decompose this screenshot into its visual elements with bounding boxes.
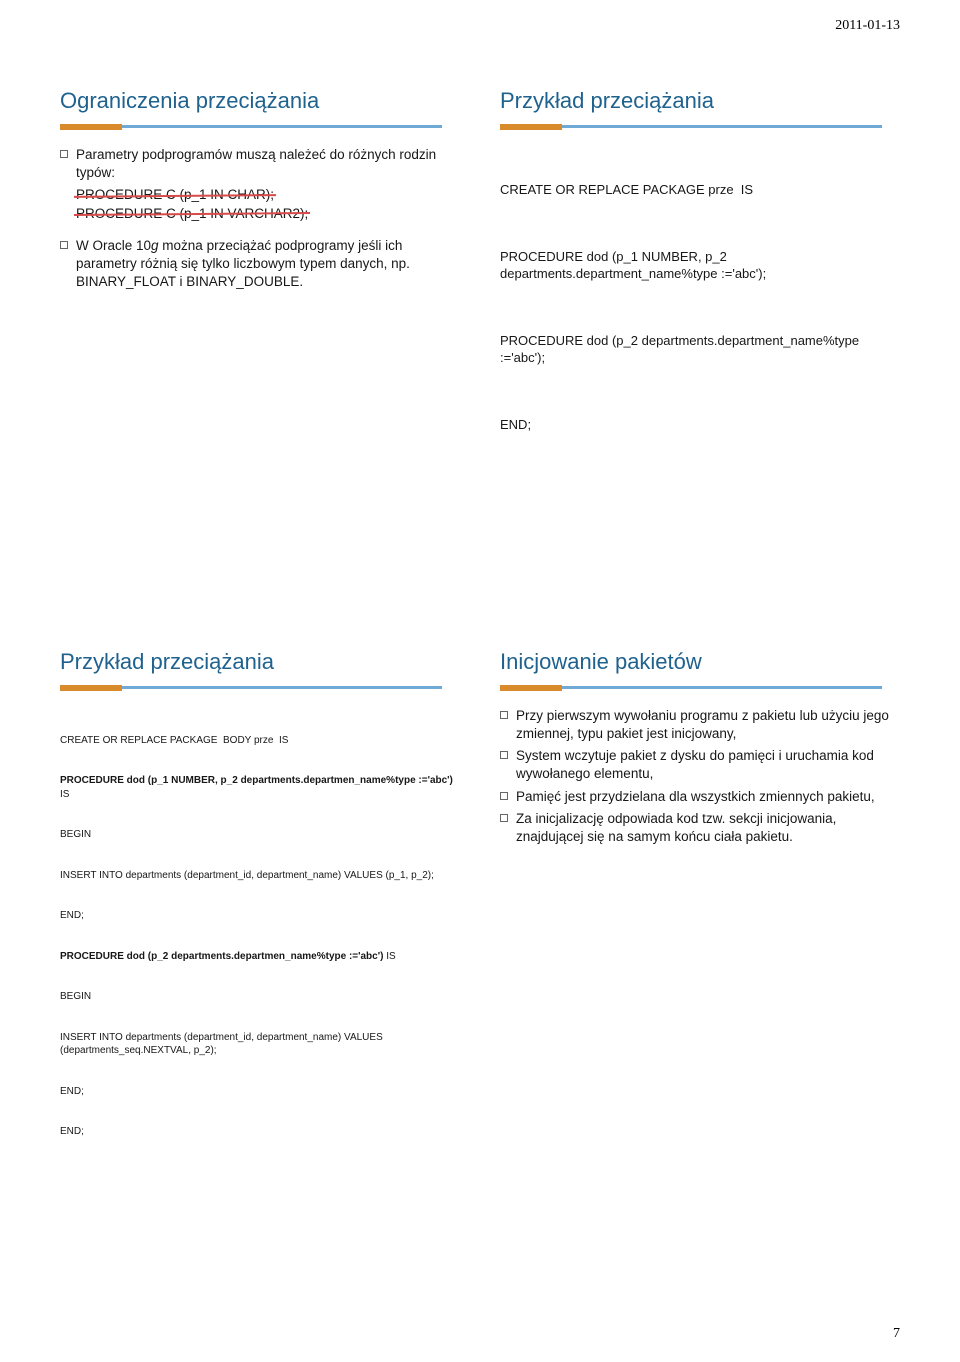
- slide-title: Przykład przeciążania: [500, 88, 900, 114]
- bullet: Za inicjalizację odpowiada kod tzw. sekc…: [500, 810, 900, 846]
- bold-text: PROCEDURE dod (p_1 NUMBER, p_2 departmen…: [60, 775, 453, 786]
- bullet: Pamięć jest przydzielana dla wszystkich …: [500, 788, 900, 806]
- slide-title: Przykład przeciążania: [60, 649, 460, 675]
- slide-inicjowanie: Inicjowanie pakietów Przy pierwszym wywo…: [500, 649, 900, 1166]
- code-line: END;: [60, 1125, 460, 1139]
- slide-body: Przy pierwszym wywołaniu programu z paki…: [500, 707, 900, 847]
- slides-grid: Ograniczenia przeciążania Parametry podp…: [60, 88, 900, 1166]
- bullet-marker-icon: [60, 241, 68, 249]
- code-lines: PROCEDURE C (p_1 IN CHAR); PROCEDURE C (…: [60, 186, 460, 222]
- strikethrough-line: PROCEDURE C (p_1 IN CHAR);: [76, 186, 274, 204]
- bullet: W Oracle 10g można przeciążać podprogram…: [60, 237, 460, 292]
- code-line: PROCEDURE dod (p_2 departments.departmen…: [500, 332, 900, 367]
- slide-title: Ograniczenia przeciążania: [60, 88, 460, 114]
- date-header: 2011-01-13: [835, 18, 900, 34]
- bullet-marker-icon: [500, 792, 508, 800]
- code-block: CREATE OR REPLACE PACKAGE prze IS PROCED…: [500, 146, 900, 469]
- code-line: PROCEDURE dod (p_1 NUMBER, p_2 departmen…: [60, 774, 460, 801]
- slide-przyklad-bottom: Przykład przeciążania CREATE OR REPLACE …: [60, 649, 460, 1166]
- code-line: PROCEDURE dod (p_2 departments.departmen…: [60, 950, 460, 964]
- bullet: System wczytuje pakiet z dysku do pamięc…: [500, 747, 900, 783]
- code-line: END;: [500, 416, 900, 434]
- bullet-marker-icon: [60, 150, 68, 158]
- bullet-text: Pamięć jest przydzielana dla wszystkich …: [516, 788, 900, 806]
- code-line: END;: [60, 909, 460, 923]
- bullet: Parametry podprogramów muszą należeć do …: [60, 146, 460, 182]
- bullet-text: Parametry podprogramów muszą należeć do …: [76, 146, 460, 182]
- bullet-text: System wczytuje pakiet z dysku do pamięc…: [516, 747, 900, 783]
- page: 2011-01-13 Ograniczenia przeciążania Par…: [0, 0, 960, 1362]
- bullet-marker-icon: [500, 711, 508, 719]
- bullet-marker-icon: [500, 814, 508, 822]
- bullet-text: W Oracle 10g można przeciążać podprogram…: [76, 237, 460, 292]
- title-bar-icon: [500, 120, 900, 130]
- slide-ograniczenia: Ograniczenia przeciążania Parametry podp…: [60, 88, 460, 469]
- code-line: CREATE OR REPLACE PACKAGE prze IS: [500, 181, 900, 199]
- strikethrough-line: PROCEDURE C (p_1 IN VARCHAR2);: [76, 205, 308, 223]
- code-block: CREATE OR REPLACE PACKAGE BODY prze IS P…: [60, 707, 460, 1166]
- bold-text: PROCEDURE dod (p_2 departments.departmen…: [60, 951, 383, 962]
- code-line: BEGIN: [60, 990, 460, 1004]
- text-fragment: IS: [383, 951, 395, 962]
- code-line: CREATE OR REPLACE PACKAGE BODY prze IS: [60, 734, 460, 748]
- bullet: Przy pierwszym wywołaniu programu z paki…: [500, 707, 900, 743]
- title-bar-icon: [60, 681, 460, 691]
- slide-title: Inicjowanie pakietów: [500, 649, 900, 675]
- slide-body: Parametry podprogramów muszą należeć do …: [60, 146, 460, 292]
- code-line: INSERT INTO departments (department_id, …: [60, 869, 460, 883]
- page-number: 7: [893, 1326, 900, 1342]
- slide-przyklad-top: Przykład przeciążania CREATE OR REPLACE …: [500, 88, 900, 469]
- code-line: BEGIN: [60, 828, 460, 842]
- bullet-text: Przy pierwszym wywołaniu programu z paki…: [516, 707, 900, 743]
- text-fragment: W Oracle 10: [76, 238, 151, 253]
- italic-g: g: [151, 238, 159, 253]
- title-bar-icon: [60, 120, 460, 130]
- bullet-marker-icon: [500, 751, 508, 759]
- bullet-text: Za inicjalizację odpowiada kod tzw. sekc…: [516, 810, 900, 846]
- code-line: END;: [60, 1085, 460, 1099]
- title-bar-icon: [500, 681, 900, 691]
- code-line: PROCEDURE dod (p_1 NUMBER, p_2 departmen…: [500, 248, 900, 283]
- code-line: INSERT INTO departments (department_id, …: [60, 1031, 460, 1058]
